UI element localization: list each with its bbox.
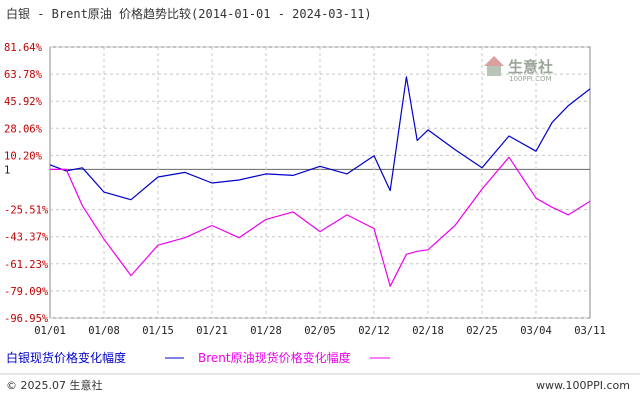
y-tick-label: 28.06% [4, 123, 43, 135]
legend-label-silver: 白银现货价格变化幅度 [6, 350, 126, 365]
footer-website: www.100PPI.com [536, 379, 630, 392]
logo-text: 生意社 [508, 58, 553, 76]
x-tick-label: 01/01 [34, 325, 66, 337]
x-tick-label: 03/11 [574, 325, 606, 337]
x-tick-label: 01/08 [88, 325, 120, 337]
house-logo-icon [484, 56, 504, 76]
x-tick-label: 01/28 [250, 325, 282, 337]
y-tick-label: -96.95% [4, 313, 49, 325]
logo-subtext: 100PPI.COM [509, 75, 552, 83]
y-tick-label: -43.37% [4, 232, 49, 244]
grid [50, 46, 590, 319]
x-tick-label: 03/04 [520, 325, 552, 337]
y-tick-label: 45.92% [4, 96, 43, 108]
y-tick-label: -79.09% [4, 286, 49, 298]
x-tick-label: 02/25 [466, 325, 498, 337]
x-tick-label: 01/21 [196, 325, 228, 337]
x-tick-label: 02/18 [412, 325, 444, 337]
series-line-silver [49, 76, 591, 201]
watermark-logo: 生意社 100PPI.COM [484, 56, 553, 83]
x-tick-label: 02/05 [304, 325, 336, 337]
y-tick-label: 1 [4, 164, 10, 176]
y-tick-label: -61.23% [4, 259, 49, 271]
y-axis: 81.64% 63.78% 45.92% 28.06% 10.20% 1 -25.51% -4… [4, 42, 49, 325]
x-tick-label: 02/12 [358, 325, 390, 337]
series-line-brent [50, 156, 591, 287]
y-tick-label: -25.51% [4, 205, 49, 217]
legend: 白银现货价格变化幅度 Brent原油现货价格变化幅度 [6, 350, 390, 365]
footer-copyright: © 2025.07 生意社 [6, 378, 102, 392]
y-tick-label: 10.20% [4, 150, 43, 162]
x-tick-label: 01/15 [142, 325, 174, 337]
y-tick-label: 81.64% [4, 42, 43, 54]
chart-title: 白银 - Brent原油 价格趋势比较(2014-01-01 - 2024-03… [6, 6, 372, 21]
legend-label-brent: Brent原油现货价格变化幅度 [198, 350, 351, 365]
y-tick-label: 63.78% [4, 69, 43, 81]
series-layer [49, 76, 591, 287]
x-axis: 01/01 01/08 01/15 01/21 01/28 02/05 02/12 02/18… [34, 325, 606, 337]
